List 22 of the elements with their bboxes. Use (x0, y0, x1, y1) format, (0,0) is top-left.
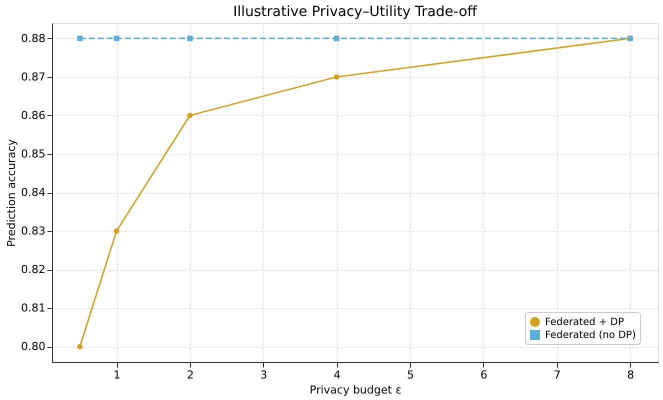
y-tick-label: 0.87 (21, 70, 46, 84)
y-tick-label: 0.84 (21, 186, 46, 199)
x-tick-label: 7 (554, 368, 561, 382)
x-tick-label: 5 (407, 368, 414, 382)
x-tick-label: 1 (114, 368, 121, 382)
x-axis-title: Privacy budget ε (310, 384, 402, 396)
y-tick-label: 0.81 (21, 302, 46, 315)
legend-label: Federated (no DP) (545, 330, 636, 341)
x-tick-label: 4 (334, 368, 341, 382)
legend-label: Federated + DP (545, 317, 624, 328)
x-tick-label: 6 (480, 368, 488, 382)
y-axis-title: Prediction accuracy (5, 138, 18, 247)
y-tick-label: 0.86 (21, 108, 46, 122)
y-tick-label: 0.88 (21, 32, 46, 45)
x-tick-label: 2 (186, 368, 194, 382)
x-tick-label: 8 (627, 368, 634, 382)
x-tick-label: 3 (260, 368, 268, 382)
y-tick-label: 0.85 (21, 147, 46, 160)
chart-title: Illustrative Privacy–Utility Trade-off (233, 4, 478, 20)
y-tick-label: 0.80 (21, 340, 46, 354)
y-tick-label: 0.83 (21, 224, 46, 238)
y-tick-label: 0.82 (21, 263, 46, 276)
